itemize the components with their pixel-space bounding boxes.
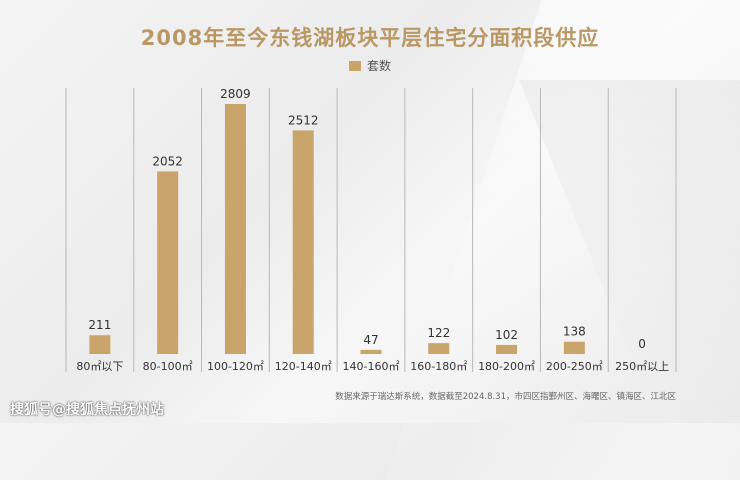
category-label: 160-180㎡	[410, 360, 467, 373]
category-label: 120-140㎡	[275, 360, 332, 373]
bar	[224, 104, 246, 354]
category-label: 250㎡以上	[615, 360, 669, 373]
category-label: 180-200㎡	[478, 360, 535, 373]
data-label: 211	[88, 318, 111, 332]
chart-title: 2008年至今东钱湖板块平层住宅分面积段供应	[140, 26, 600, 50]
bar	[496, 344, 518, 354]
bar	[563, 341, 585, 354]
category-label: 80㎡以下	[76, 360, 123, 373]
data-label: 122	[427, 326, 450, 340]
legend-swatch	[348, 60, 361, 71]
category-label: 100-120㎡	[207, 360, 264, 373]
bar	[360, 349, 382, 354]
data-label: 47	[363, 333, 378, 347]
data-label: 2809	[220, 87, 251, 101]
source-note: 数据来源于瑞达斯系统，数据截至2024.8.31，市四区指鄞州区、海曙区、镇海区…	[335, 392, 676, 402]
category-label: 80-100㎡	[143, 360, 193, 373]
category-label: 140-160㎡	[343, 360, 400, 373]
bar	[292, 130, 314, 354]
data-label: 138	[563, 325, 586, 339]
data-label: 2052	[152, 154, 183, 168]
bar	[157, 171, 179, 354]
data-label: 2512	[288, 113, 319, 127]
data-label: 102	[495, 328, 518, 342]
data-label: 0	[638, 337, 646, 351]
bar	[89, 335, 111, 354]
bar	[428, 343, 450, 354]
category-label: 200-250㎡	[546, 360, 603, 373]
chart-legend: 套数	[0, 57, 740, 74]
watermark: 搜狐号@搜狐焦点抚州站	[10, 402, 164, 418]
legend-label: 套数	[366, 59, 391, 73]
bar-chart: 211 80㎡以下 2052 80-100㎡ 2809 100-120㎡ 2512 120-1…	[65, 87, 677, 373]
